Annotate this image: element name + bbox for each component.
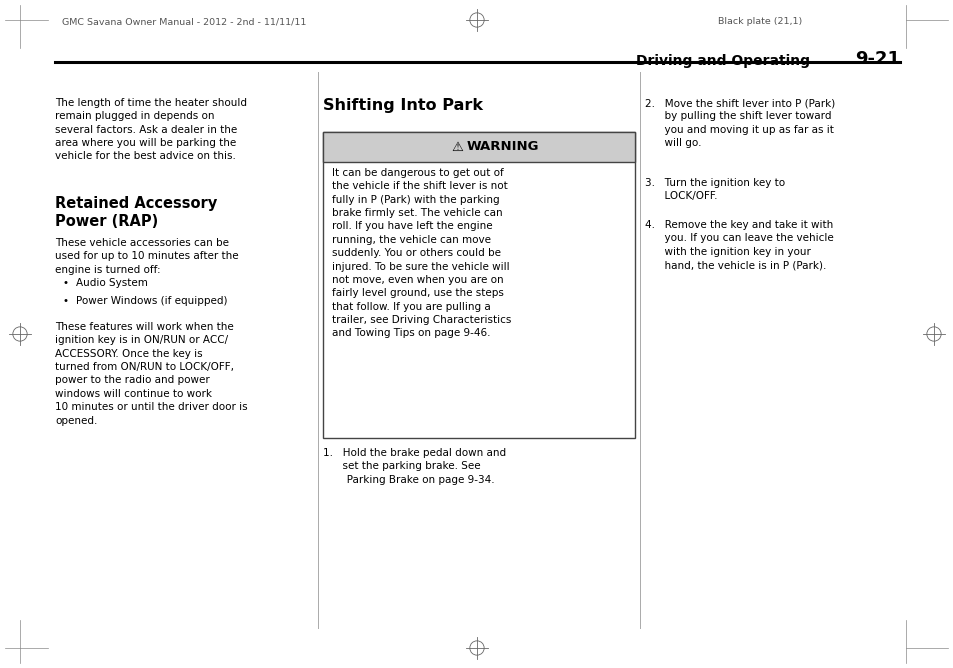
Text: Black plate (21,1): Black plate (21,1) (718, 17, 801, 27)
Text: It can be dangerous to get out of
the vehicle if the shift lever is not
fully in: It can be dangerous to get out of the ve… (332, 168, 511, 338)
Text: Shifting Into Park: Shifting Into Park (323, 98, 482, 113)
Text: The length of time the heater should
remain plugged in depends on
several factor: The length of time the heater should rem… (55, 98, 247, 162)
Text: WARNING: WARNING (467, 140, 539, 154)
Text: Audio System: Audio System (76, 278, 148, 288)
Text: Driving and Operating: Driving and Operating (636, 54, 809, 68)
Text: Retained Accessory
Power (RAP): Retained Accessory Power (RAP) (55, 196, 217, 229)
Text: Power Windows (if equipped): Power Windows (if equipped) (76, 296, 227, 306)
Text: •: • (63, 296, 69, 306)
Text: 9-21: 9-21 (854, 50, 899, 68)
Text: 3.   Turn the ignition key to
      LOCK/OFF.: 3. Turn the ignition key to LOCK/OFF. (644, 178, 784, 201)
Text: ⚠: ⚠ (451, 140, 462, 154)
Bar (323, 132, 635, 162)
Text: These features will work when the
ignition key is in ON/RUN or ACC/
ACCESSORY. O: These features will work when the igniti… (55, 322, 248, 426)
Text: These vehicle accessories can be
used for up to 10 minutes after the
engine is t: These vehicle accessories can be used fo… (55, 238, 238, 275)
Text: GMC Savana Owner Manual - 2012 - 2nd - 11/11/11: GMC Savana Owner Manual - 2012 - 2nd - 1… (62, 17, 306, 27)
Text: 2.   Move the shift lever into P (Park)
      by pulling the shift lever toward
: 2. Move the shift lever into P (Park) by… (644, 98, 835, 148)
Text: 4.   Remove the key and take it with
      you. If you can leave the vehicle
   : 4. Remove the key and take it with you. … (644, 220, 833, 270)
Bar (323, 132, 635, 438)
Text: 1.   Hold the brake pedal down and
      set the parking brake. See
        Park: 1. Hold the brake pedal down and set the… (323, 448, 506, 485)
Text: •: • (63, 278, 69, 288)
